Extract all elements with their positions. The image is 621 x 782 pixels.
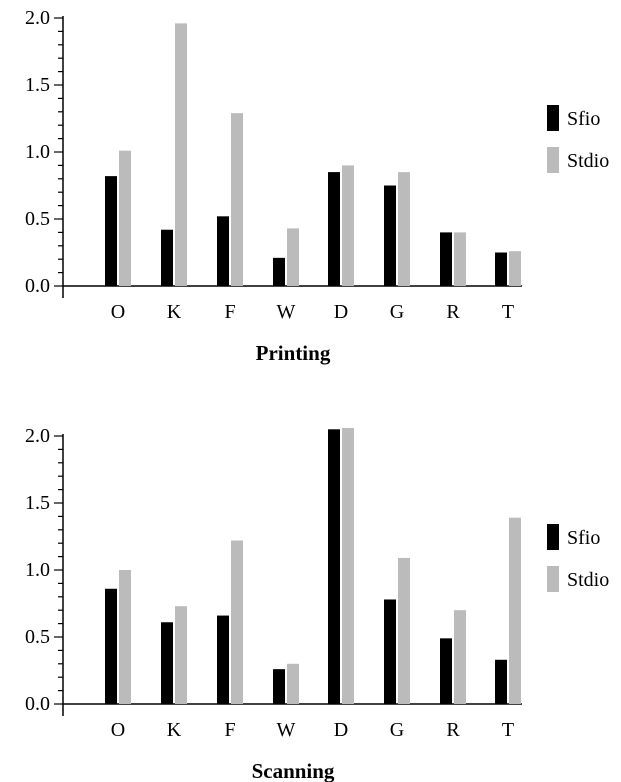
bar-sfio-r xyxy=(440,638,452,704)
bar-sfio-g xyxy=(384,185,396,286)
y-tick-label: 2.0 xyxy=(25,7,50,29)
x-tick-label: T xyxy=(502,719,514,741)
y-tick-label: 1.0 xyxy=(25,141,50,163)
bar-sfio-k xyxy=(161,229,173,286)
x-tick-label: K xyxy=(167,301,182,323)
bar-sfio-o xyxy=(105,176,117,286)
bar-sfio-t xyxy=(495,659,507,704)
y-tick-label: 0.5 xyxy=(25,208,50,230)
x-tick-label: W xyxy=(277,301,296,323)
x-tick-label: T xyxy=(502,301,514,323)
x-tick-label: R xyxy=(446,301,460,323)
y-tick-label: 0.0 xyxy=(25,275,50,297)
bar-stdio-g xyxy=(398,172,410,286)
bar-sfio-w xyxy=(273,257,285,286)
legend-swatch-sfio xyxy=(547,105,559,131)
legend-label-sfio: Sfio xyxy=(567,108,600,130)
bar-sfio-f xyxy=(217,216,229,286)
y-tick-label: 1.5 xyxy=(25,74,50,96)
scanning-chart: 0.0 0.5 1.0 1.5 2.0 O K F W D G R T Scanning Sfio Stdio xyxy=(25,425,609,782)
chart-title: Scanning xyxy=(252,759,335,782)
x-tick-label: R xyxy=(446,719,460,741)
legend-swatch-stdio xyxy=(547,147,559,173)
x-tick-label: O xyxy=(111,301,125,323)
y-tick-label: 2.0 xyxy=(25,425,50,447)
bar-stdio-o xyxy=(119,150,131,286)
legend-label-sfio: Sfio xyxy=(567,527,600,549)
x-tick-label: D xyxy=(334,301,348,323)
bar-stdio-w xyxy=(287,663,299,704)
x-tick-label: G xyxy=(390,719,404,741)
bar-stdio-w xyxy=(287,228,299,286)
legend-swatch-sfio xyxy=(547,524,559,550)
bar-stdio-t xyxy=(509,251,521,286)
bar-sfio-f xyxy=(217,615,229,704)
y-tick-label: 1.0 xyxy=(25,559,50,581)
printing-chart: 0.0 0.5 1.0 1.5 2.0 O K F W D G R T Printing Sfio Stdio xyxy=(25,7,609,365)
x-tick-label: G xyxy=(390,301,404,323)
y-tick-label: 1.5 xyxy=(25,492,50,514)
bar-sfio-w xyxy=(273,669,285,704)
bar-sfio-k xyxy=(161,622,173,704)
bar-sfio-g xyxy=(384,599,396,704)
x-tick-label: F xyxy=(224,301,235,323)
bar-sfio-t xyxy=(495,252,507,286)
bar-stdio-t xyxy=(509,517,521,704)
y-tick-label: 0.5 xyxy=(25,626,50,648)
y-tick-label: 0.0 xyxy=(25,693,50,715)
legend-swatch-stdio xyxy=(547,566,559,592)
x-tick-label: O xyxy=(111,719,125,741)
bar-sfio-d xyxy=(328,429,340,704)
x-tick-label: F xyxy=(224,719,235,741)
x-tick-label: D xyxy=(334,719,348,741)
chart-title: Printing xyxy=(256,341,331,365)
bar-stdio-k xyxy=(175,606,187,704)
bar-stdio-o xyxy=(119,570,131,704)
bar-stdio-f xyxy=(231,540,243,704)
bar-stdio-f xyxy=(231,113,243,286)
x-tick-label: W xyxy=(277,719,296,741)
bar-stdio-k xyxy=(175,23,187,287)
bar-stdio-d xyxy=(342,165,354,286)
x-tick-label: K xyxy=(167,719,182,741)
legend-label-stdio: Stdio xyxy=(567,150,609,172)
bar-stdio-r xyxy=(454,610,466,704)
bar-sfio-o xyxy=(105,588,117,704)
legend-label-stdio: Stdio xyxy=(567,569,609,591)
bar-sfio-d xyxy=(328,172,340,286)
bar-stdio-r xyxy=(454,232,466,286)
bar-stdio-g xyxy=(398,557,410,704)
bar-stdio-d xyxy=(342,427,354,704)
bar-sfio-r xyxy=(440,232,452,286)
